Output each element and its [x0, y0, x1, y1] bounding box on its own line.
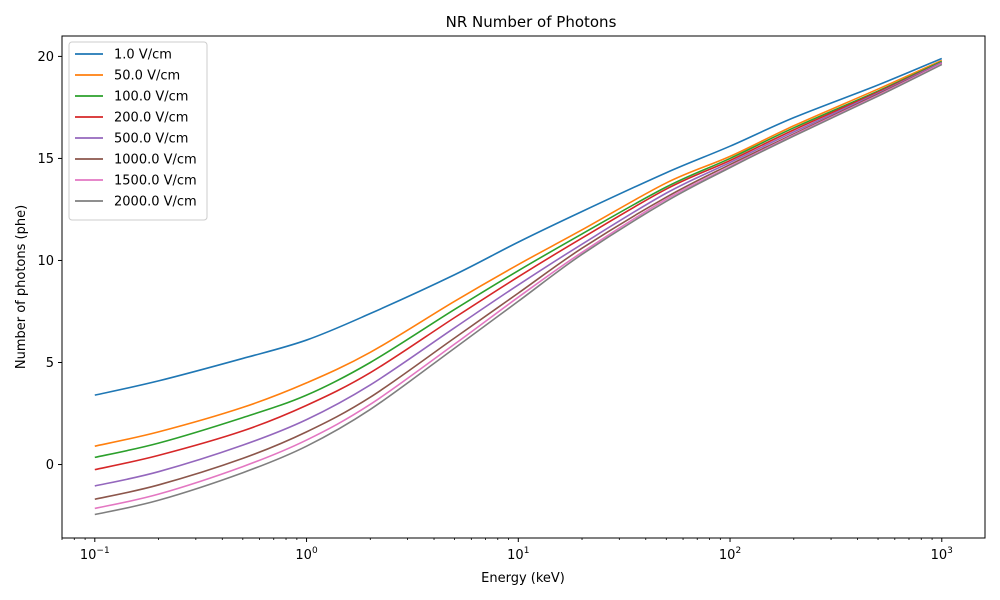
x-tick-label: 102: [719, 546, 741, 563]
legend-label: 1500.0 V/cm: [114, 174, 197, 189]
series-line-7: [94, 62, 943, 510]
x-axis: 10−1 100 101 102 103: [61, 538, 953, 563]
legend: 1.0 V/cm 50.0 V/cm 100.0 V/cm 200.0 V/cm 500…: [68, 41, 208, 221]
legend-box: [68, 41, 208, 221]
y-axis-label: Number of photons (phe): [14, 205, 29, 369]
legend-label: 50.0 V/cm: [114, 69, 180, 84]
plot-frame: [61, 35, 986, 539]
y-tick-label: 20: [37, 50, 54, 65]
y-tick-label: 15: [37, 152, 54, 167]
series-line-6: [94, 62, 943, 501]
legend-label: 200.0 V/cm: [114, 111, 188, 126]
series-line-2: [94, 59, 943, 447]
x-tick-label: 101: [507, 546, 529, 563]
legend-label: 1.0 V/cm: [114, 48, 172, 63]
series-line-8: [94, 63, 943, 516]
series-layer: [94, 57, 943, 516]
x-tick-label: 10−1: [80, 546, 110, 563]
y-axis: 0 5 10 15 20: [37, 50, 62, 473]
y-tick-label: 0: [46, 458, 54, 473]
x-axis-label: Energy (keV): [481, 571, 565, 586]
legend-label: 100.0 V/cm: [114, 90, 188, 105]
legend-label: 500.0 V/cm: [114, 132, 188, 147]
x-tick-label: 100: [295, 546, 318, 563]
y-tick-label: 10: [37, 254, 54, 269]
series-line-1: [94, 57, 943, 396]
chart-title: NR Number of Photons: [446, 13, 617, 31]
legend-label: 1000.0 V/cm: [114, 153, 197, 168]
series-line-3: [94, 60, 943, 459]
y-tick-label: 5: [46, 356, 54, 371]
series-line-4: [94, 61, 943, 471]
x-tick-label: 103: [931, 546, 953, 563]
series-line-5: [94, 61, 943, 487]
legend-label: 2000.0 V/cm: [114, 195, 197, 210]
